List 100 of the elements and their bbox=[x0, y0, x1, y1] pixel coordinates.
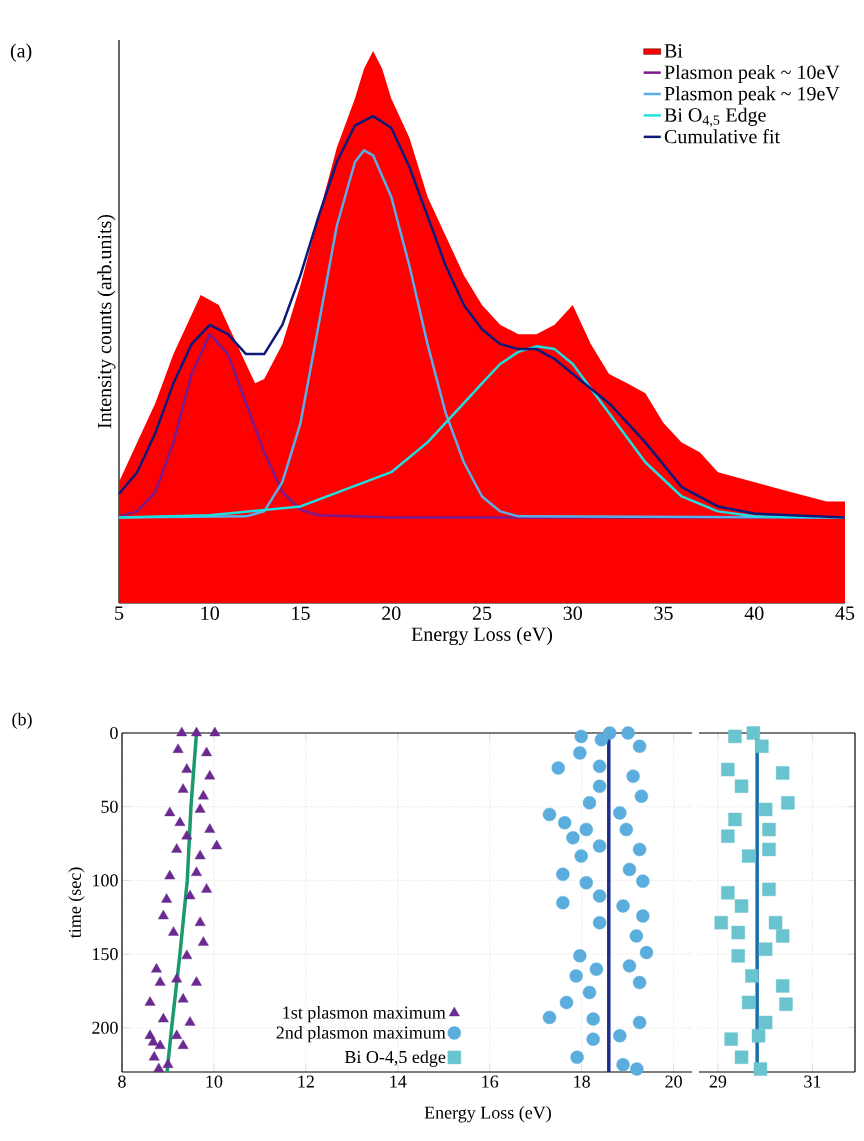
point bbox=[781, 796, 795, 810]
legend-label: Bi O-4,5 edge bbox=[344, 1050, 446, 1067]
point bbox=[758, 942, 773, 956]
point bbox=[573, 949, 587, 963]
point bbox=[209, 726, 221, 737]
point bbox=[639, 945, 654, 960]
point bbox=[758, 802, 773, 817]
point bbox=[731, 949, 745, 963]
x-tick-label: 16 bbox=[482, 1075, 499, 1088]
point bbox=[632, 975, 647, 990]
x-tick-label: 30 bbox=[563, 606, 582, 621]
point bbox=[153, 1062, 165, 1073]
point bbox=[714, 915, 728, 930]
point bbox=[162, 1058, 174, 1068]
point bbox=[592, 915, 607, 930]
point bbox=[619, 822, 633, 837]
point bbox=[762, 842, 776, 857]
point bbox=[629, 929, 644, 943]
point bbox=[157, 1012, 169, 1023]
point bbox=[622, 959, 637, 973]
point bbox=[181, 949, 193, 960]
point bbox=[191, 976, 202, 986]
y-tick-label: 0 bbox=[110, 726, 118, 740]
x-tick-label: 40 bbox=[744, 606, 764, 621]
x-tick-label: 20 bbox=[665, 1075, 682, 1088]
point bbox=[592, 839, 607, 853]
point bbox=[636, 909, 650, 923]
point bbox=[194, 916, 206, 926]
x-tick-label: 15 bbox=[292, 606, 310, 620]
point bbox=[775, 766, 790, 780]
point bbox=[632, 1015, 647, 1030]
x-tick-label: 18 bbox=[574, 1075, 590, 1088]
point bbox=[613, 1029, 627, 1043]
point bbox=[181, 829, 193, 840]
point bbox=[622, 862, 637, 877]
point bbox=[762, 882, 776, 897]
point bbox=[573, 746, 587, 760]
point bbox=[592, 889, 607, 903]
y-tick-label: 200 bbox=[92, 1021, 118, 1034]
point bbox=[626, 769, 640, 783]
point bbox=[542, 807, 557, 822]
legend-label: Cumulative fit bbox=[664, 129, 780, 144]
point bbox=[768, 915, 783, 930]
legend-label: Plasmon peak ~ 19eV bbox=[664, 86, 840, 105]
point bbox=[741, 849, 756, 863]
point bbox=[731, 925, 745, 940]
legend-label: Bi bbox=[664, 44, 683, 58]
point bbox=[191, 866, 202, 876]
point bbox=[171, 843, 183, 853]
point bbox=[589, 962, 604, 976]
point bbox=[570, 1050, 584, 1064]
x-tick-label: 31 bbox=[804, 1075, 821, 1088]
x-tick-label: 12 bbox=[298, 1075, 314, 1088]
point bbox=[592, 759, 607, 774]
point bbox=[741, 995, 756, 1010]
point bbox=[556, 895, 570, 910]
point bbox=[164, 806, 176, 817]
point bbox=[148, 1051, 160, 1061]
point bbox=[181, 763, 193, 773]
point bbox=[582, 985, 597, 1000]
point bbox=[194, 849, 206, 860]
point bbox=[762, 822, 776, 837]
point bbox=[616, 1057, 630, 1072]
x-axis-title: Energy Loss (eV) bbox=[411, 626, 553, 646]
point bbox=[197, 790, 209, 800]
point bbox=[176, 726, 188, 737]
point bbox=[151, 963, 162, 973]
point bbox=[721, 886, 735, 900]
y-tick-label: 100 bbox=[93, 874, 118, 887]
point bbox=[586, 1032, 600, 1046]
point bbox=[171, 1029, 183, 1039]
y-tick-label: 50 bbox=[101, 800, 118, 813]
point bbox=[724, 1032, 738, 1046]
point bbox=[161, 893, 172, 903]
point bbox=[636, 874, 650, 888]
point bbox=[177, 1039, 189, 1049]
point bbox=[755, 739, 769, 753]
point bbox=[621, 726, 635, 740]
x-tick-label: 25 bbox=[472, 606, 492, 620]
x-tick-label: 29 bbox=[709, 1075, 727, 1088]
point bbox=[177, 783, 189, 793]
y-axis-title: time (sec) bbox=[68, 867, 85, 939]
point bbox=[184, 1016, 196, 1026]
point bbox=[616, 899, 630, 913]
x-tick-label: 8 bbox=[118, 1075, 126, 1088]
point bbox=[579, 822, 593, 837]
text: (a) bbox=[10, 43, 32, 62]
point bbox=[569, 969, 583, 983]
point bbox=[579, 876, 593, 890]
point bbox=[728, 812, 742, 827]
point bbox=[775, 979, 790, 993]
point bbox=[586, 1012, 600, 1026]
point bbox=[582, 796, 597, 810]
y-tick-label: 150 bbox=[93, 948, 118, 961]
point bbox=[634, 789, 649, 803]
point bbox=[559, 995, 574, 1010]
point bbox=[172, 743, 184, 753]
point bbox=[171, 972, 183, 983]
x-tick-label: 20 bbox=[382, 606, 401, 621]
point bbox=[753, 1062, 768, 1076]
